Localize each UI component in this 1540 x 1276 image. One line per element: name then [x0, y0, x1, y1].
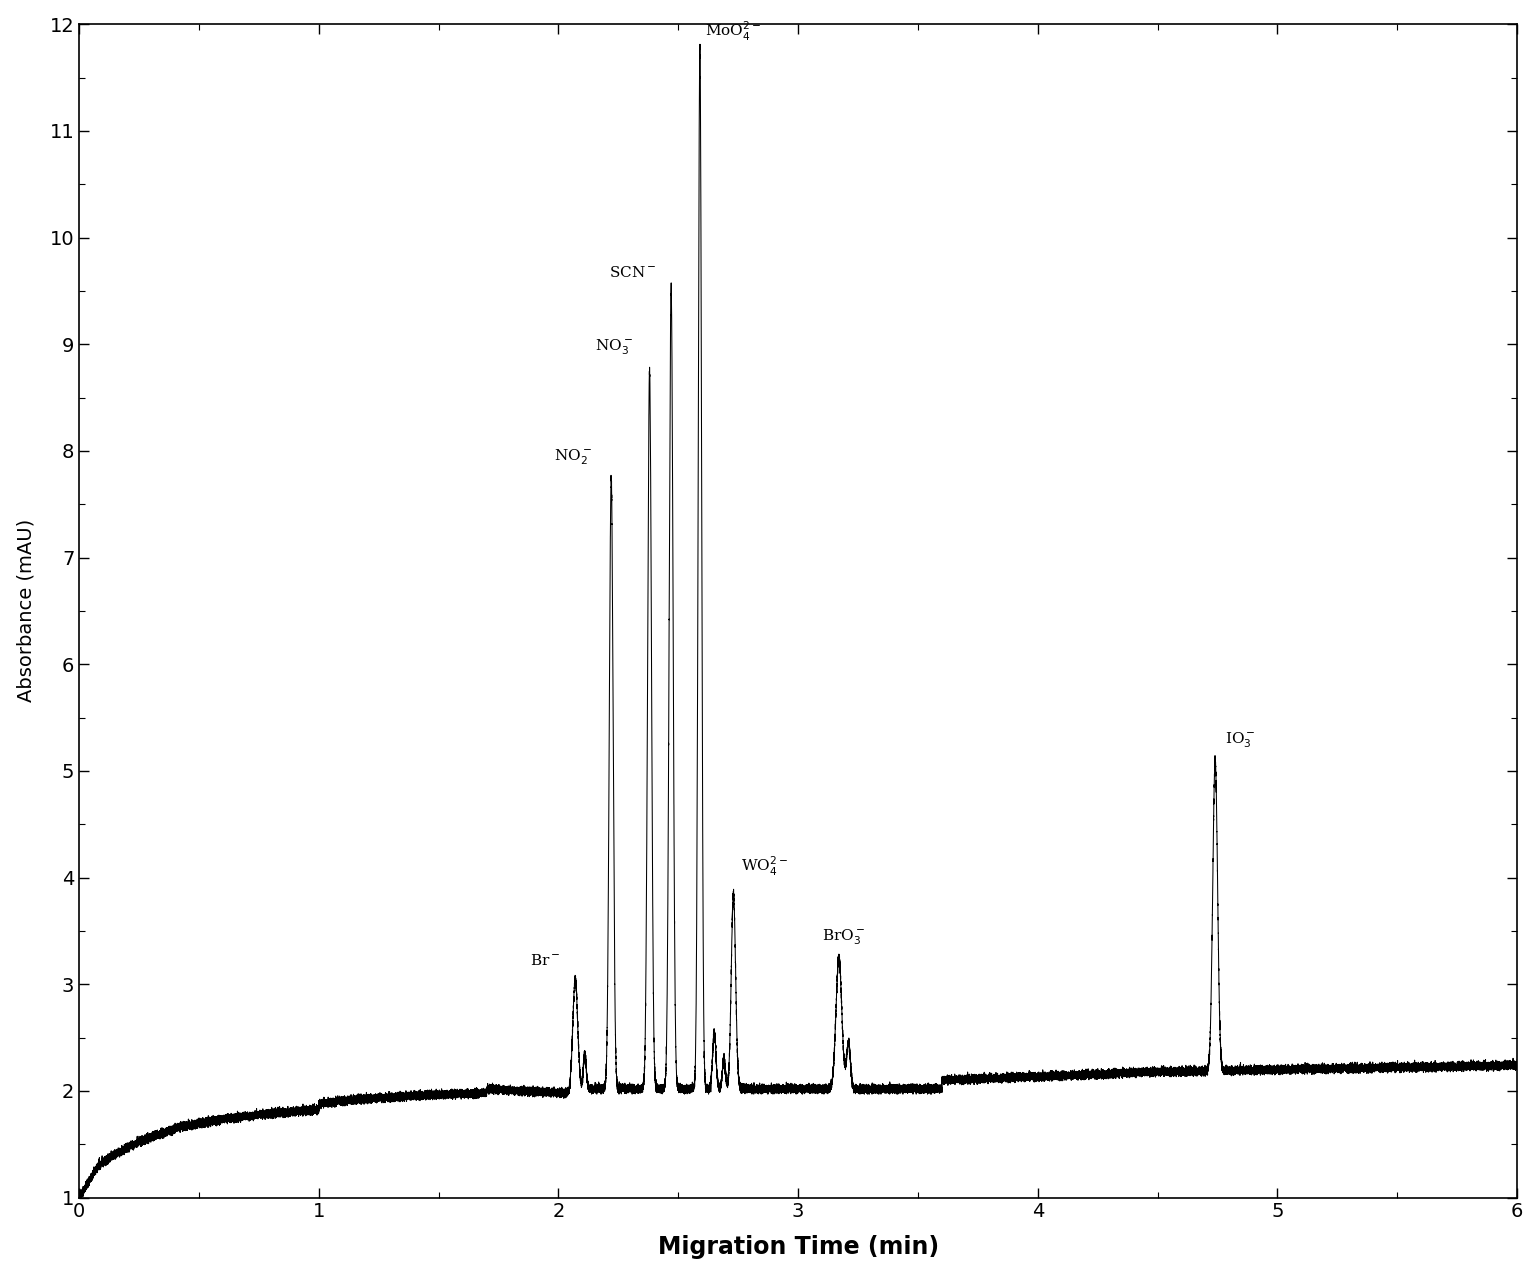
Text: WO$_4^{2-}$: WO$_4^{2-}$: [741, 855, 787, 878]
Text: NO$_3^-$: NO$_3^-$: [594, 337, 633, 357]
Y-axis label: Absorbance (mAU): Absorbance (mAU): [17, 519, 35, 703]
X-axis label: Migration Time (min): Migration Time (min): [658, 1235, 939, 1259]
Text: NO$_2^-$: NO$_2^-$: [554, 448, 591, 467]
Text: MoO$_4^{2-}$: MoO$_4^{2-}$: [705, 20, 761, 43]
Text: SCN$^-$: SCN$^-$: [610, 265, 656, 281]
Text: IO$_3^-$: IO$_3^-$: [1224, 730, 1255, 749]
Text: Br$^-$: Br$^-$: [530, 953, 561, 968]
Text: BrO$_3^-$: BrO$_3^-$: [822, 928, 865, 947]
